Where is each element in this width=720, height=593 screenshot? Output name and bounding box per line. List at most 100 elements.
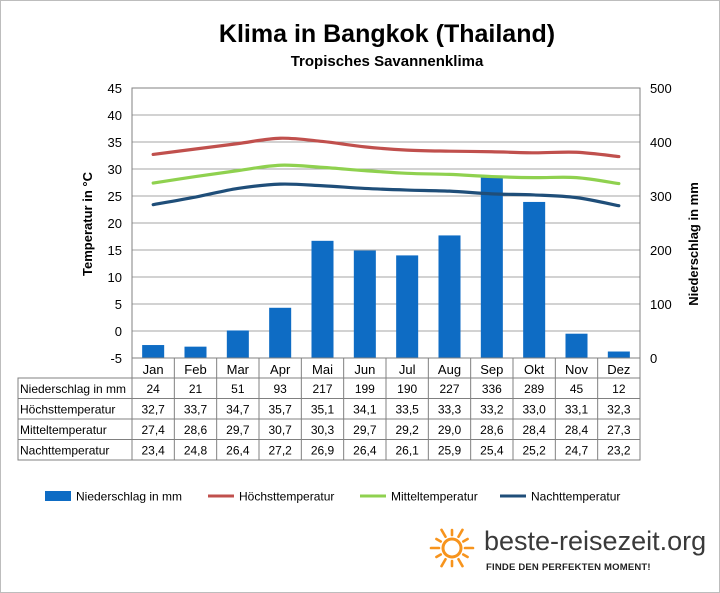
bar-niederschlag-nov	[565, 333, 588, 358]
x-tick-label: Mai	[312, 362, 333, 377]
table-cell: 51	[231, 382, 245, 396]
x-tick-label: Jan	[143, 362, 164, 377]
brand-logo: beste-reisezeit.org FINDE DEN PERFEKTEN …	[429, 526, 706, 573]
table-cell: 12	[612, 382, 626, 396]
bar-niederschlag-mai	[311, 240, 334, 358]
table-cell: 26,4	[226, 444, 250, 458]
data-table: Jan Feb Mar Apr Mai Jun Jul Aug Sep Okt Nov Dez Nied…	[17, 358, 641, 461]
table-cell: 25,9	[438, 444, 462, 458]
table-row-header: Höchsttemperatur	[20, 403, 115, 417]
table-cell: 34,1	[353, 403, 377, 417]
table-cell: 29,0	[438, 423, 462, 437]
y-left-tick-label: 40	[108, 108, 122, 123]
y-left-tick-label: 20	[108, 216, 122, 231]
table-cell: 33,7	[184, 403, 208, 417]
x-tick-label: Sep	[480, 362, 503, 377]
x-tick-label: Dez	[607, 362, 630, 377]
legend-label: Nachttemperatur	[531, 490, 620, 504]
bar-niederschlag-aug	[438, 235, 461, 358]
sun-ray	[440, 557, 447, 568]
y-left-tick-label: 35	[108, 135, 122, 150]
table-cell: 289	[524, 382, 544, 396]
y-left-tick-label: 5	[115, 297, 122, 312]
legend-label: Höchsttemperatur	[239, 490, 334, 504]
y-right-tick-label: 100	[650, 297, 672, 312]
table-row-header: Nachttemperatur	[20, 444, 109, 458]
x-tick-label: Jun	[354, 362, 375, 377]
chart-subtitle: Tropisches Savannenklima	[291, 53, 484, 70]
x-tick-label: Nov	[565, 362, 589, 377]
x-tick-label: Apr	[270, 362, 291, 377]
sun-ray	[461, 537, 469, 543]
bar-niederschlag-feb	[184, 346, 207, 358]
bar-niederschlag-sep	[480, 176, 503, 358]
table-row-header: Niederschlag in mm	[20, 382, 126, 396]
legend-label: Niederschlag in mm	[76, 490, 182, 504]
bar-niederschlag-jul	[396, 255, 419, 358]
sun-ray	[435, 553, 443, 559]
bar-niederschlag-dez	[607, 351, 630, 358]
table-cell: 29,7	[353, 423, 377, 437]
y-axis-right-label: Niederschlag in mm	[686, 182, 701, 306]
table-cell: 45	[570, 382, 584, 396]
table-cell: 28,4	[565, 423, 589, 437]
line-series	[151, 136, 621, 208]
bar-niederschlag-jun	[353, 250, 376, 358]
brand-name: beste-reisezeit.org	[484, 526, 706, 556]
table-cell: 32,3	[607, 403, 631, 417]
y-left-tick-label: 10	[108, 270, 122, 285]
y-right-tick-label: 300	[650, 189, 672, 204]
x-tick-label: Feb	[184, 362, 206, 377]
bar-series	[142, 176, 630, 358]
sun-ray	[457, 528, 464, 539]
y-axis-left-label: Temperatur in °C	[80, 171, 95, 276]
table-cell: 190	[397, 382, 417, 396]
line-mitteltemperatur	[151, 163, 621, 186]
table-cell: 30,3	[311, 423, 335, 437]
chart-title: Klima in Bangkok (Thailand)	[219, 20, 555, 48]
table-cell: 25,2	[522, 444, 546, 458]
table-cell: 217	[312, 382, 332, 396]
x-tick-label: Mar	[227, 362, 250, 377]
x-tick-label: Aug	[438, 362, 461, 377]
y-left-tick-label: -5	[110, 351, 122, 366]
y-right-tick-label: 0	[650, 351, 657, 366]
table-cell: 336	[482, 382, 502, 396]
table-cell: 24,7	[565, 444, 589, 458]
table-cell: 30,7	[268, 423, 292, 437]
y-left-tick-label: 0	[115, 324, 122, 339]
sun-logo-icon	[429, 528, 475, 568]
table-cell: 33,3	[438, 403, 462, 417]
y-left-tick-label: 25	[108, 189, 122, 204]
table-cell: 23,4	[141, 444, 165, 458]
sun-core	[441, 537, 463, 559]
table-cell: 24,8	[184, 444, 208, 458]
table-cell: 27,3	[607, 423, 631, 437]
x-tick-label: Okt	[524, 362, 545, 377]
table-cell: 33,1	[565, 403, 589, 417]
table-cell: 29,2	[395, 423, 419, 437]
table-cell: 33,5	[395, 403, 419, 417]
table-cell: 34,7	[226, 403, 250, 417]
x-tick-label: Jul	[399, 362, 416, 377]
legend: Niederschlag in mm Höchsttemperatur Mittel…	[45, 490, 620, 504]
bar-niederschlag-apr	[269, 307, 292, 358]
y-right-tick-label: 200	[650, 243, 672, 258]
brand-tagline: FINDE DEN PERFEKTEN MOMENT!	[486, 562, 651, 573]
table-cell: 227	[439, 382, 459, 396]
table-cell: 35,1	[311, 403, 335, 417]
legend-swatch-bar	[45, 491, 71, 501]
sun-ray	[435, 537, 443, 543]
table-cell: 32,7	[141, 403, 165, 417]
table-cell: 28,6	[184, 423, 208, 437]
y-left-tick-label: 15	[108, 243, 122, 258]
table-cell: 26,1	[395, 444, 419, 458]
legend-label: Mitteltemperatur	[391, 490, 478, 504]
bar-niederschlag-jan	[142, 345, 165, 358]
line-hoechsttemperatur	[151, 136, 621, 159]
y-left-tick-label: 30	[108, 162, 122, 177]
y-right-tick-label: 500	[650, 81, 672, 96]
table-cell: 28,4	[522, 423, 546, 437]
